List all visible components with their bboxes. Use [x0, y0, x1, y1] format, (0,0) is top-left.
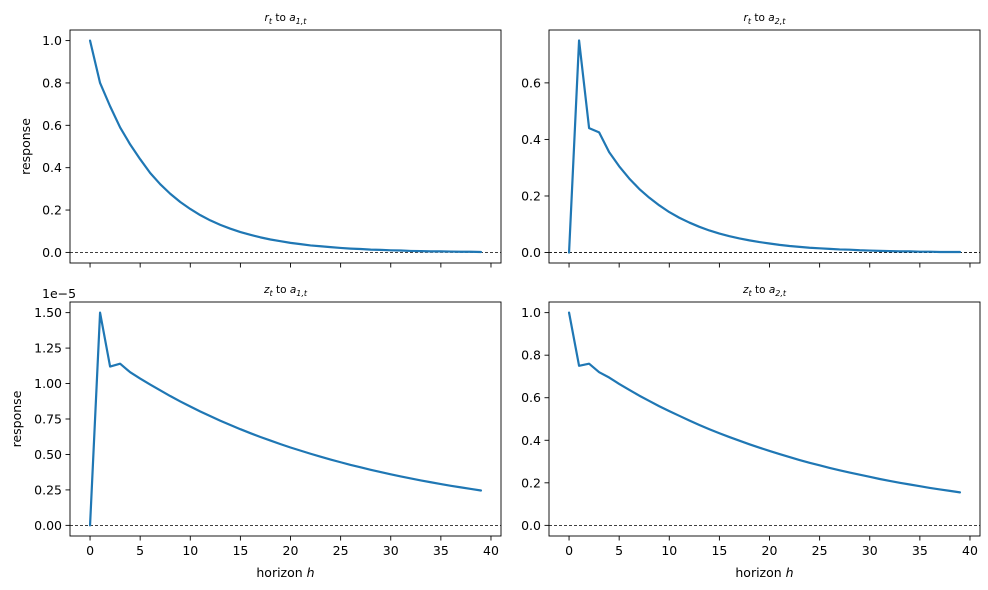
y-tick-label: 0.6 — [42, 118, 62, 133]
y-tick-label: 1.25 — [34, 341, 62, 356]
y-tick-label: 0.6 — [521, 75, 541, 90]
response-line — [88, 39, 483, 254]
y-tick-label: 0.0 — [42, 245, 62, 260]
y-axis-label: response — [9, 390, 24, 447]
x-tick-label: 20 — [762, 543, 778, 558]
y-offset-label: 1e−5 — [42, 286, 76, 301]
y-tick-label: 1.0 — [521, 305, 541, 320]
y-tick-label: 1.50 — [34, 305, 62, 320]
y-tick-label: 0.00 — [34, 518, 62, 533]
panel-title: zt to a1,t — [263, 284, 308, 298]
y-tick-label: 0.0 — [521, 518, 541, 533]
y-tick-label: 0.0 — [521, 245, 541, 260]
y-tick-label: 1.0 — [42, 33, 62, 48]
x-tick-label: 5 — [136, 543, 144, 558]
panel-1: 0.0 0.2 0.4 0.6 0.8 1.0 rt to a1,t response — [18, 12, 502, 268]
response-line — [567, 39, 962, 254]
panel-title: zt to a2,t — [742, 284, 787, 298]
y-tick-label: 0.2 — [521, 188, 541, 203]
y-tick-label: 0.75 — [34, 412, 62, 427]
x-tick-label: 15 — [711, 543, 727, 558]
x-tick-label: 10 — [661, 543, 677, 558]
x-tick-label: 25 — [333, 543, 349, 558]
panel-4: 0 5 10 15 20 25 30 35 40 0.0 0.2 0.4 0.6 0.8 1.0 zt to … — [521, 284, 981, 580]
x-tick-label: 35 — [912, 543, 928, 558]
x-axis-label: horizon h — [256, 565, 314, 580]
y-axis-label: response — [18, 118, 33, 175]
panel-title: rt to a2,t — [744, 12, 787, 26]
y-tick-label: 0.6 — [521, 390, 541, 405]
y-tick-label: 0.8 — [521, 348, 541, 363]
axes-frame — [548, 301, 981, 537]
x-tick-label: 30 — [383, 543, 399, 558]
y-tick-label: 0.8 — [42, 75, 62, 90]
x-tick-label: 20 — [283, 543, 299, 558]
x-tick-label: 30 — [862, 543, 878, 558]
x-tick-label: 10 — [182, 543, 198, 558]
response-line — [567, 311, 962, 494]
panel-3: 0 5 10 15 20 25 30 35 40 0.00 0.25 0.50 0.75 1.00 1.25… — [9, 284, 502, 580]
y-tick-label: 0.2 — [521, 475, 541, 490]
response-line — [88, 311, 483, 527]
y-tick-label: 0.4 — [521, 132, 541, 147]
axes-frame — [69, 301, 502, 537]
x-tick-label: 40 — [962, 543, 978, 558]
panel-title: rt to a1,t — [265, 12, 308, 26]
y-tick-label: 0.2 — [42, 203, 62, 218]
x-tick-label: 5 — [615, 543, 623, 558]
x-axis-label: horizon h — [735, 565, 793, 580]
x-tick-label: 0 — [86, 543, 94, 558]
x-tick-label: 15 — [232, 543, 248, 558]
x-tick-label: 35 — [433, 543, 449, 558]
x-tick-label: 25 — [812, 543, 828, 558]
x-tick-label: 0 — [565, 543, 573, 558]
panel-2: 0.0 0.2 0.4 0.6 rt to a2,t — [521, 12, 981, 268]
x-tick-label: 40 — [483, 543, 499, 558]
y-tick-label: 0.25 — [34, 482, 62, 497]
y-tick-label: 0.4 — [521, 433, 541, 448]
axes-frame — [69, 29, 502, 264]
axes-frame — [548, 29, 981, 264]
y-tick-label: 0.50 — [34, 447, 62, 462]
y-tick-label: 1.00 — [34, 376, 62, 391]
y-tick-label: 0.4 — [42, 160, 62, 175]
